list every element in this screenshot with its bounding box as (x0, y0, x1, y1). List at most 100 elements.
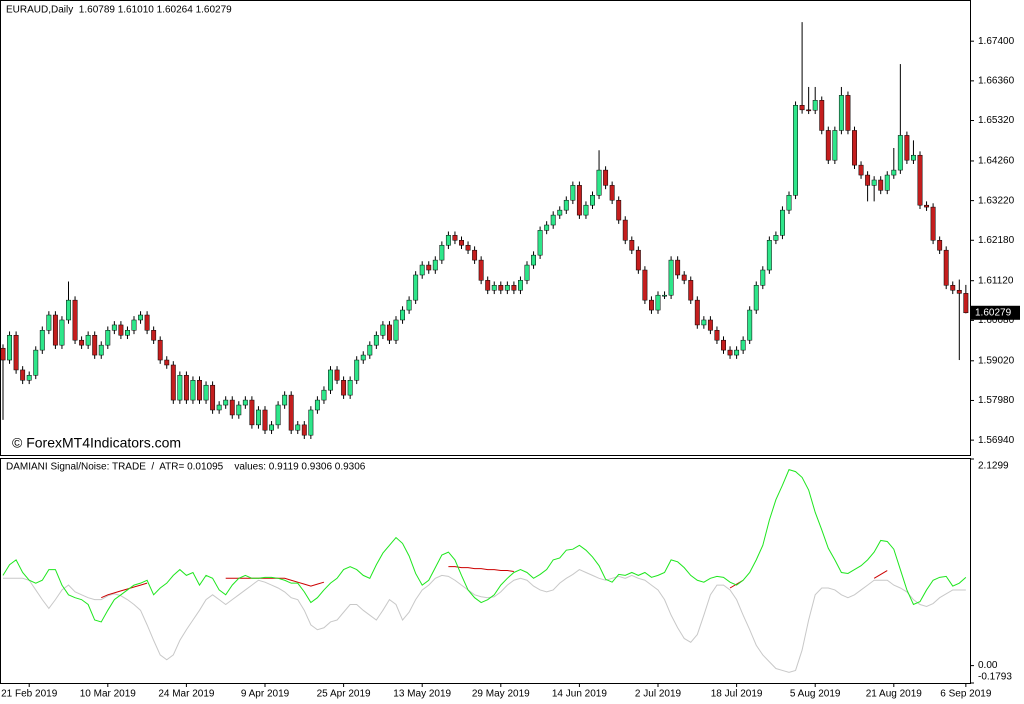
candle-body (544, 224, 550, 231)
candle-body (321, 389, 327, 401)
candle-body (295, 424, 301, 431)
candle-body (734, 349, 740, 356)
candle-body (609, 185, 615, 201)
candle-body (557, 209, 563, 216)
candle-body (26, 375, 32, 381)
candle-body (793, 105, 798, 196)
candle-body (347, 379, 353, 396)
candle-body (406, 299, 412, 311)
candle-body (341, 379, 347, 396)
candle-body (400, 309, 406, 321)
candle-body (681, 274, 687, 281)
candle-body (170, 364, 176, 401)
candle-body (550, 214, 556, 226)
candle-body (524, 264, 530, 281)
candle-body (662, 294, 667, 297)
x-tick-label: 21 Feb 2019 (1, 689, 58, 700)
candle-body (439, 244, 445, 261)
candle-body (472, 249, 478, 261)
candle-body (504, 285, 510, 291)
candle-body (380, 324, 386, 336)
candle-body (459, 240, 464, 246)
price-pane (0, 0, 971, 456)
candle-body (701, 319, 707, 326)
candle-body (118, 324, 124, 336)
candle-body (328, 369, 333, 391)
candle-body (897, 135, 903, 171)
candles (0, 22, 969, 439)
candle-body (269, 424, 275, 431)
candle-body (904, 135, 910, 161)
candle-body (151, 330, 157, 341)
candle-body (635, 249, 641, 271)
candle-body (878, 179, 884, 191)
x-tick-label: 25 Apr 2019 (317, 689, 371, 700)
candle-body (911, 154, 916, 161)
candle-body (563, 199, 569, 211)
candle-body (452, 235, 458, 241)
candle-body (144, 314, 150, 331)
candle-body (688, 280, 694, 301)
chart-title: EURAUD,Daily 1.60789 1.61010 1.60264 1.6… (6, 5, 232, 16)
candle-body (66, 299, 71, 321)
candle-body (773, 235, 779, 241)
candle-body (491, 285, 497, 291)
x-tick-label: 5 Aug 2019 (790, 689, 841, 700)
candle-body (125, 330, 130, 336)
candle-body (590, 195, 595, 206)
candle-body (20, 369, 26, 381)
candle-body (786, 195, 792, 211)
candle-body (164, 359, 170, 366)
candle-body (275, 404, 281, 426)
candle-body (930, 206, 936, 241)
candle-body (183, 375, 189, 401)
candle-body (105, 330, 111, 346)
candle-body (714, 330, 720, 341)
candle-body (871, 179, 877, 186)
candle-body (845, 95, 851, 131)
y-tick-label: 2.1299 (978, 461, 1009, 472)
indicator-title: DAMIANI Signal/Noise: TRADE / ATR= 0.010… (6, 462, 366, 473)
candle-body (393, 319, 399, 341)
candle-body (203, 384, 209, 401)
candle-body (367, 344, 373, 356)
candle-body (334, 369, 340, 381)
y-tick-label: 0.00 (978, 660, 998, 671)
candle-body (825, 130, 831, 161)
candle-body (190, 379, 196, 401)
candle-body (622, 219, 628, 241)
candle-body (675, 259, 681, 276)
y-tick-label: 1.66360 (978, 75, 1015, 86)
candle-body (740, 339, 746, 351)
candle-body (668, 259, 674, 296)
x-tick-label: 14 Jun 2019 (552, 689, 607, 700)
candle-body (832, 130, 838, 161)
indicator-pane (0, 458, 971, 684)
candle-body (157, 339, 163, 361)
candle-body (721, 339, 726, 351)
candle-body (537, 230, 543, 256)
candle-body (917, 154, 923, 206)
x-tick-label: 29 May 2019 (472, 689, 530, 700)
candle-body (432, 259, 438, 271)
candle-body (46, 314, 52, 331)
candle-body (819, 100, 825, 131)
y-tick-label: 1.59020 (978, 355, 1015, 366)
candle-body (7, 334, 12, 361)
candle-body (288, 394, 294, 431)
candle-body (616, 199, 622, 221)
y-tick-label: 1.67400 (978, 36, 1015, 47)
candle-body (858, 164, 864, 176)
candle-body (111, 324, 117, 331)
candle-body (760, 269, 766, 286)
candle-body (583, 204, 589, 216)
candle-body (79, 339, 85, 346)
candle-body (33, 349, 39, 376)
x-tick-label: 10 Mar 2019 (80, 689, 137, 700)
candle-body (249, 399, 255, 426)
candle-body (694, 299, 700, 326)
watermark: © ForexMT4Indicators.com (12, 435, 181, 451)
candle-body (838, 95, 844, 131)
candle-body (236, 404, 242, 416)
